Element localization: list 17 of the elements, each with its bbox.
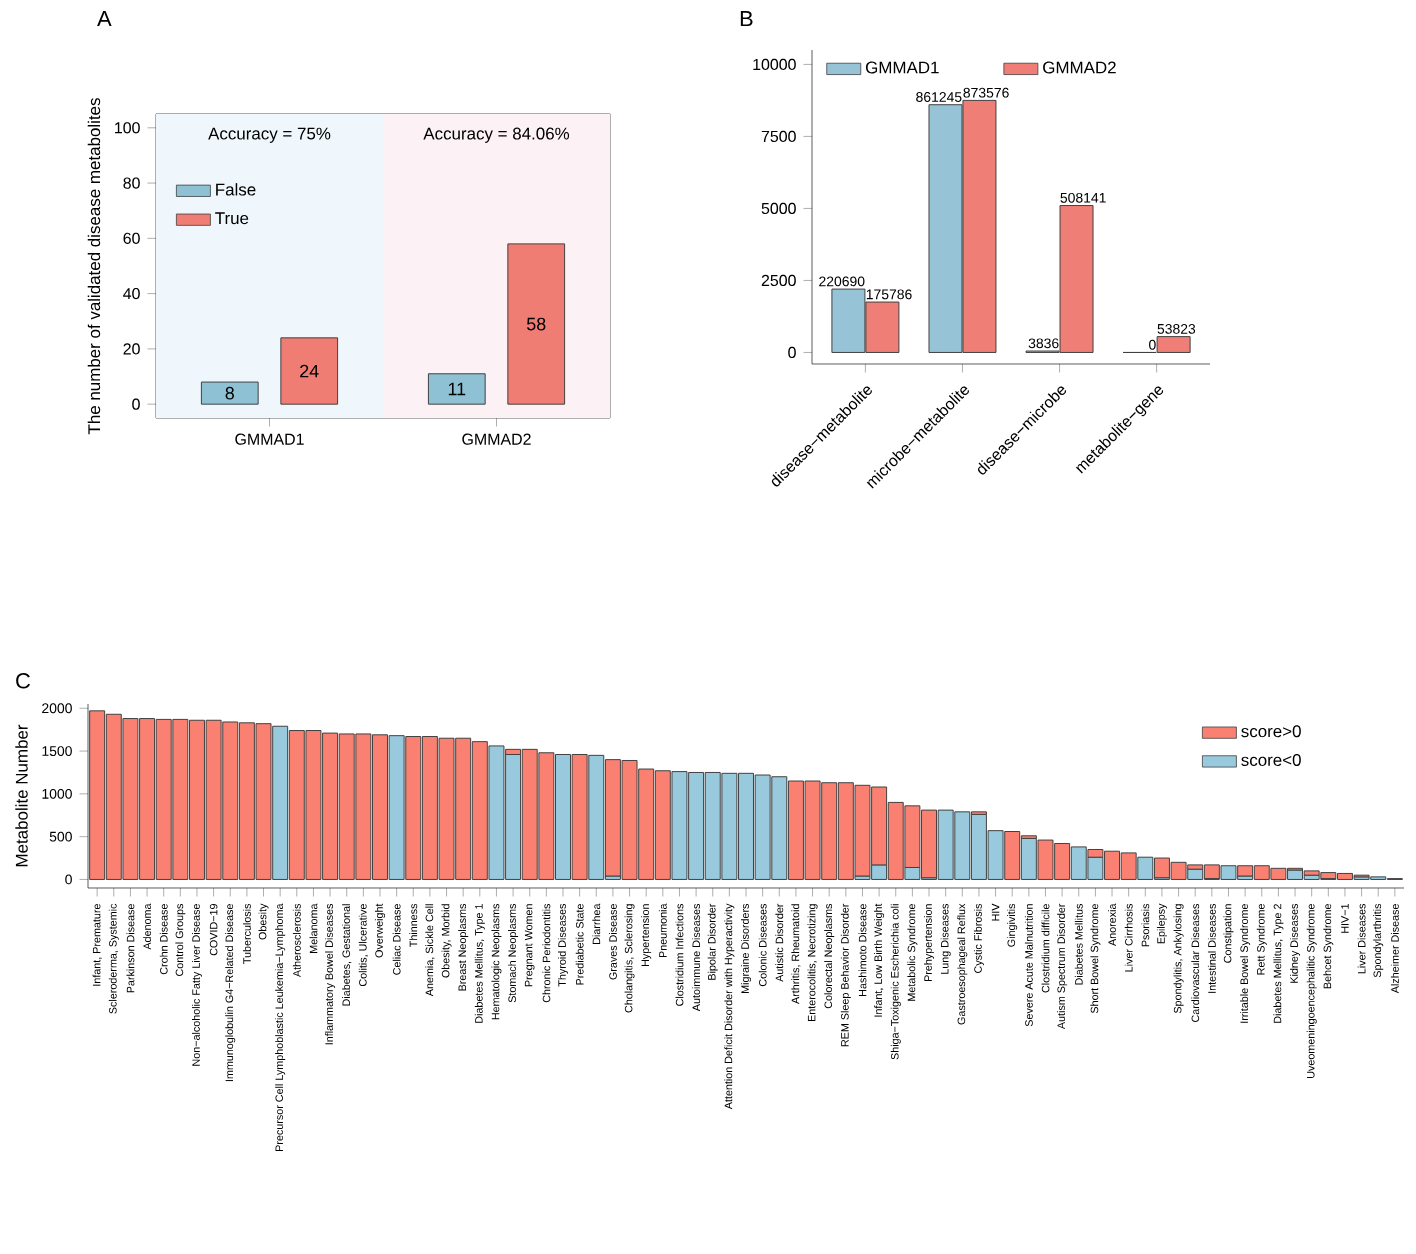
annotation: Accuracy = 75% <box>208 127 331 143</box>
legend-label: True <box>215 212 249 225</box>
y-axis-title: The number of validated disease metabolites <box>87 98 101 435</box>
data-label: 58 <box>526 317 546 331</box>
annotation: Accuracy = 84.06% <box>423 127 570 143</box>
data-label: 11 <box>448 382 466 396</box>
legend-label: score<0 <box>1241 754 1301 766</box>
y-axis-title: Metabolite Number <box>15 724 28 867</box>
legend-label: GMMAD1 <box>865 61 939 74</box>
chart-title: B <box>740 11 753 27</box>
chart-title: C <box>16 673 31 689</box>
data-label: 8 <box>225 386 234 400</box>
legend-label: GMMAD2 <box>1043 61 1116 74</box>
legend-label: False <box>216 183 256 196</box>
legend-label: score>0 <box>1241 725 1301 738</box>
chart-title: A <box>97 11 112 27</box>
data-label: 24 <box>300 364 319 378</box>
